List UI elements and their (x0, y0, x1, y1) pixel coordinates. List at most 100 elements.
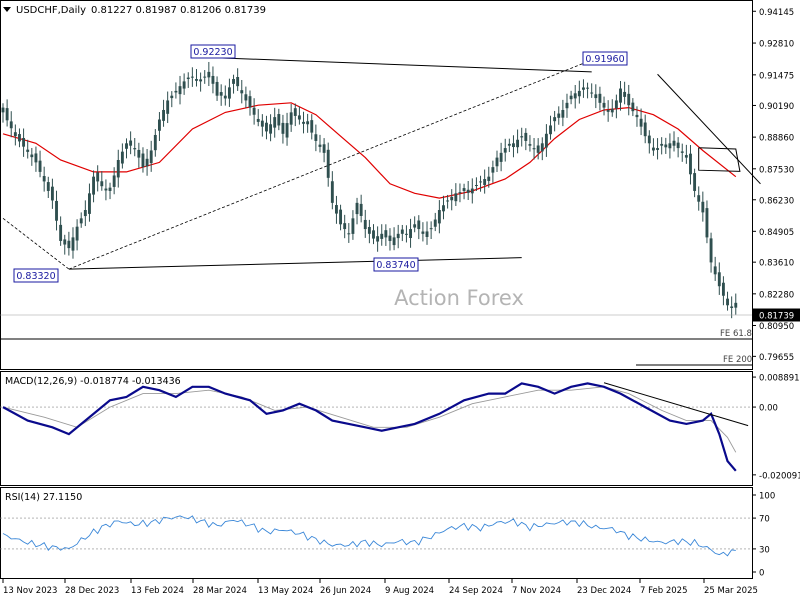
candle-body (223, 95, 227, 99)
candle-body (413, 224, 417, 228)
candle-body (466, 189, 470, 193)
annot-fe61: FE 61.8 (720, 329, 752, 339)
candle-body (170, 95, 174, 99)
candle-body (573, 93, 577, 99)
macd-tick-label: 0.008891 (759, 374, 800, 384)
candle-body (281, 122, 285, 134)
candle-body (322, 144, 326, 153)
candle-body (610, 108, 614, 113)
candle-body (532, 148, 536, 150)
candle-body (565, 102, 569, 109)
candle-body (178, 86, 182, 95)
candle-body (516, 139, 520, 148)
candle-body (310, 120, 314, 133)
candle-body (129, 140, 133, 146)
candle-body (289, 112, 293, 125)
macd-signal-line (2, 386, 737, 453)
price-tick-label: 0.84905 (759, 228, 794, 238)
candle-body (219, 92, 223, 96)
candle-body (9, 121, 13, 129)
candles-group (1, 61, 738, 319)
candle-body (174, 90, 178, 93)
candle-body (256, 118, 260, 122)
rsi-tick-label: 100 (759, 492, 775, 502)
candle-body (664, 144, 668, 148)
candle-body (367, 226, 371, 234)
candle-body (524, 132, 528, 141)
candle-body (512, 143, 515, 148)
candle-body (734, 302, 738, 308)
candle-body (343, 223, 347, 230)
dotted-lead-line (2, 218, 70, 270)
candle-body (186, 77, 190, 80)
candle-body (680, 151, 684, 153)
price-tick-label: 0.91475 (759, 71, 794, 81)
price-tick-label: 0.86230 (759, 196, 794, 206)
rsi-tick-label: 0 (759, 569, 764, 579)
candle-body (602, 102, 606, 108)
candle-body (701, 201, 705, 213)
candle-body (442, 205, 445, 212)
candle-body (713, 266, 717, 275)
candle-body (232, 79, 235, 84)
candle-body (470, 188, 474, 194)
rsi-label: RSI(14) 27.1150 (5, 492, 82, 503)
candle-body (190, 76, 194, 78)
candle-body (396, 233, 400, 239)
price-tick-label: 0.88860 (759, 134, 794, 144)
date-tick-label: 7 Nov 2024 (512, 586, 561, 596)
price-tick-label: 0.92810 (759, 40, 794, 50)
triangle-down-icon[interactable] (3, 7, 11, 12)
top-resistance-line (192, 56, 592, 73)
annot-fe200: FE 200 (723, 355, 752, 365)
candle-body (479, 181, 482, 183)
candle-body (672, 140, 676, 146)
candle-body (388, 235, 392, 241)
annotation-text: 0.92230 (193, 47, 232, 58)
candle-body (314, 134, 318, 141)
candle-body (203, 76, 207, 78)
candle-body (635, 114, 639, 118)
candle-body (689, 153, 692, 175)
candle-body (240, 90, 244, 94)
candle-body (557, 113, 561, 118)
date-tick-label: 26 Jun 2024 (320, 586, 371, 596)
candle-body (67, 240, 71, 249)
candle-body (227, 87, 231, 99)
candle-body (660, 143, 664, 146)
dotted-channel-line (68, 62, 584, 270)
candle-body (157, 119, 161, 131)
candle-body (425, 231, 429, 237)
annotation-box (582, 51, 628, 66)
candle-body (215, 81, 219, 96)
candle-body (705, 208, 709, 238)
price-tick-label: 0.90190 (759, 102, 794, 112)
candle-body (474, 185, 478, 186)
candle-body (22, 137, 26, 147)
candle-body (269, 124, 273, 134)
price-axis-group: 0.94145 0.92810 0.91475 0.90190 0.88860 0.875… (752, 8, 800, 363)
falling-trendline (657, 73, 761, 185)
candle-body (335, 205, 338, 214)
candle-body (297, 115, 301, 120)
candle-body (195, 79, 198, 81)
annotation-text: 0.91960 (585, 54, 624, 65)
candle-body (92, 176, 96, 195)
candle-body (71, 237, 75, 251)
candle-body (38, 160, 42, 172)
macd-tick-label: 0.00 (759, 404, 778, 414)
candle-body (355, 202, 359, 215)
rsi-panel-frame (0, 487, 753, 579)
candle-body (495, 157, 499, 167)
flag-pattern (698, 147, 741, 172)
candle-body (487, 176, 491, 181)
candle-body (590, 92, 594, 94)
ohlc-values: 0.81227 0.81987 0.81206 0.81739 (91, 5, 266, 16)
candle-body (108, 187, 112, 191)
candle-body (726, 298, 729, 306)
candle-body (693, 173, 697, 191)
candle-body (359, 203, 363, 216)
candle-body (594, 94, 598, 99)
candle-body (145, 158, 149, 167)
